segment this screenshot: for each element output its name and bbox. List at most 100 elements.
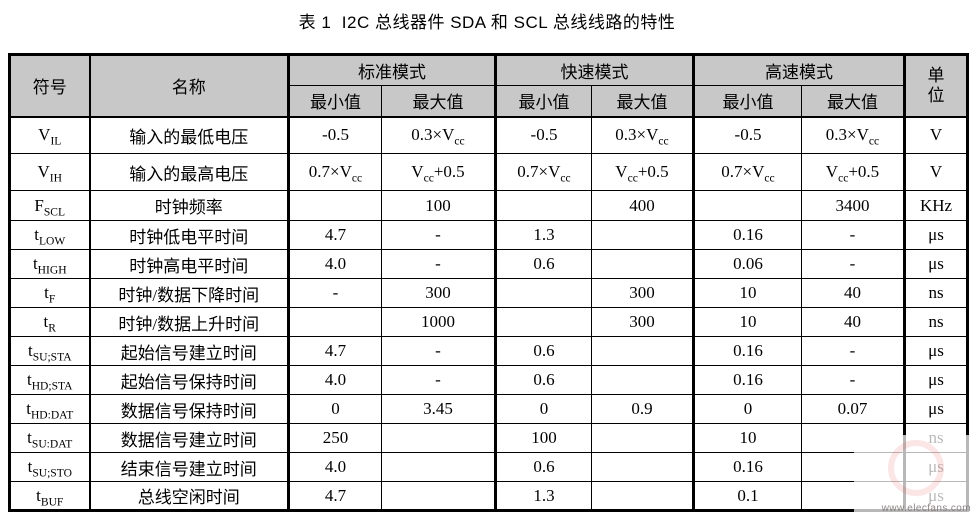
table-row: tSU;STO 结束信号建立时间 4.0 0.6 0.16 μs (9, 452, 968, 482)
fast-max-cell: 300 (591, 307, 695, 337)
name-cell: 时钟/数据上升时间 (89, 307, 290, 337)
fast-min-cell: 100 (495, 423, 592, 453)
symbol-cell: tHIGH (9, 249, 91, 279)
fast-min-cell: 0.6 (495, 249, 592, 279)
header-standard-mode: 标准模式 (288, 54, 497, 86)
std-max-cell (381, 423, 497, 453)
name-cell: 数据信号保持时间 (89, 394, 290, 424)
header-high-speed-mode: 高速模式 (693, 54, 906, 86)
std-min-cell: - (288, 278, 382, 308)
fast-max-cell: 300 (591, 278, 695, 308)
fast-max-cell (591, 336, 695, 366)
std-min-cell: 4.0 (288, 365, 382, 395)
fast-min-cell: -0.5 (495, 116, 592, 154)
std-max-cell: 0.3×Vcc (381, 116, 497, 154)
hs-min-cell (693, 190, 802, 221)
hs-max-cell (801, 481, 906, 511)
hs-max-cell: 0.07 (801, 394, 906, 424)
fast-min-cell: 0.6 (495, 452, 592, 482)
hs-min-cell: 0.1 (693, 481, 802, 511)
symbol-cell: tSU;STO (9, 452, 91, 482)
fast-min-cell: 0 (495, 394, 592, 424)
std-max-cell: - (381, 336, 497, 366)
std-max-cell (381, 452, 497, 482)
hs-min-cell: 0.16 (693, 452, 802, 482)
std-min-cell: 4.0 (288, 249, 382, 279)
std-max-cell: 300 (381, 278, 497, 308)
fast-min-cell: 1.3 (495, 220, 592, 250)
hs-max-cell: - (801, 249, 906, 279)
header-hs-max: 最大值 (801, 85, 906, 118)
std-min-cell: 4.0 (288, 452, 382, 482)
hs-min-cell: 10 (693, 307, 802, 337)
symbol-cell: tR (9, 307, 91, 337)
fast-min-cell (495, 190, 592, 221)
std-min-cell: 4.7 (288, 220, 382, 250)
std-max-cell: - (381, 249, 497, 279)
hs-min-cell: 0.7×Vcc (693, 153, 802, 191)
fast-min-cell: 0.6 (495, 336, 592, 366)
name-cell: 起始信号保持时间 (89, 365, 290, 395)
header-std-min: 最小值 (288, 85, 382, 118)
name-cell: 输入的最高电压 (89, 153, 290, 191)
name-cell: 起始信号建立时间 (89, 336, 290, 366)
symbol-cell: tLOW (9, 220, 91, 250)
std-max-cell: 100 (381, 190, 497, 221)
std-min-cell (288, 190, 382, 221)
unit-cell: μs (904, 365, 968, 395)
fast-max-cell (591, 481, 695, 511)
header-fast-min: 最小值 (495, 85, 592, 118)
hs-min-cell: 0.16 (693, 336, 802, 366)
table-row: tF 时钟/数据下降时间 - 300 300 10 40 ns (9, 278, 968, 308)
unit-cell: ns (904, 307, 968, 337)
unit-cell: ns (904, 278, 968, 308)
fast-max-cell (591, 220, 695, 250)
fast-min-cell (495, 307, 592, 337)
name-cell: 时钟频率 (89, 190, 290, 221)
name-cell: 总线空闲时间 (89, 481, 290, 511)
table-row: VIL 输入的最低电压 -0.5 0.3×Vcc -0.5 0.3×Vcc -0… (9, 116, 968, 154)
name-cell: 结束信号建立时间 (89, 452, 290, 482)
symbol-cell: VIH (9, 153, 91, 191)
symbol-cell: tF (9, 278, 91, 308)
std-max-cell: Vcc+0.5 (381, 153, 497, 191)
header-name: 名称 (89, 54, 290, 118)
symbol-cell: VIL (9, 116, 91, 154)
fast-max-cell: 0.3×Vcc (591, 116, 695, 154)
std-min-cell: 0.7×Vcc (288, 153, 382, 191)
hs-min-cell: 10 (693, 423, 802, 453)
name-cell: 时钟高电平时间 (89, 249, 290, 279)
std-max-cell: - (381, 365, 497, 395)
table-row: tHIGH 时钟高电平时间 4.0 - 0.6 0.06 - μs (9, 249, 968, 279)
std-max-cell (381, 481, 497, 511)
name-cell: 输入的最低电压 (89, 116, 290, 154)
hs-min-cell: -0.5 (693, 116, 802, 154)
header-symbol: 符号 (9, 54, 91, 118)
i2c-spec-table: 符号 名称 标准模式 快速模式 高速模式 单 位 最小值 最大值 最小值 最大值… (8, 53, 969, 512)
hs-min-cell: 0.16 (693, 220, 802, 250)
std-min-cell: 250 (288, 423, 382, 453)
table-row: tR 时钟/数据上升时间 1000 300 10 40 ns (9, 307, 968, 337)
std-min-cell (288, 307, 382, 337)
symbol-cell: FSCL (9, 190, 91, 221)
fast-min-cell: 0.7×Vcc (495, 153, 592, 191)
symbol-cell: tSU;STA (9, 336, 91, 366)
unit-cell: ns (904, 423, 968, 453)
fast-max-cell (591, 423, 695, 453)
unit-cell: μs (904, 220, 968, 250)
std-max-cell: - (381, 220, 497, 250)
unit-cell: μs (904, 336, 968, 366)
std-min-cell: 4.7 (288, 336, 382, 366)
unit-cell: μs (904, 481, 968, 511)
hs-max-cell: 40 (801, 278, 906, 308)
unit-cell: V (904, 153, 968, 191)
hs-max-cell: 40 (801, 307, 906, 337)
fast-min-cell: 1.3 (495, 481, 592, 511)
hs-max-cell: - (801, 220, 906, 250)
header-std-max: 最大值 (381, 85, 497, 118)
header-fast-mode: 快速模式 (495, 54, 695, 86)
name-cell: 时钟低电平时间 (89, 220, 290, 250)
std-max-cell: 1000 (381, 307, 497, 337)
symbol-cell: tSU:DAT (9, 423, 91, 453)
fast-max-cell: Vcc+0.5 (591, 153, 695, 191)
